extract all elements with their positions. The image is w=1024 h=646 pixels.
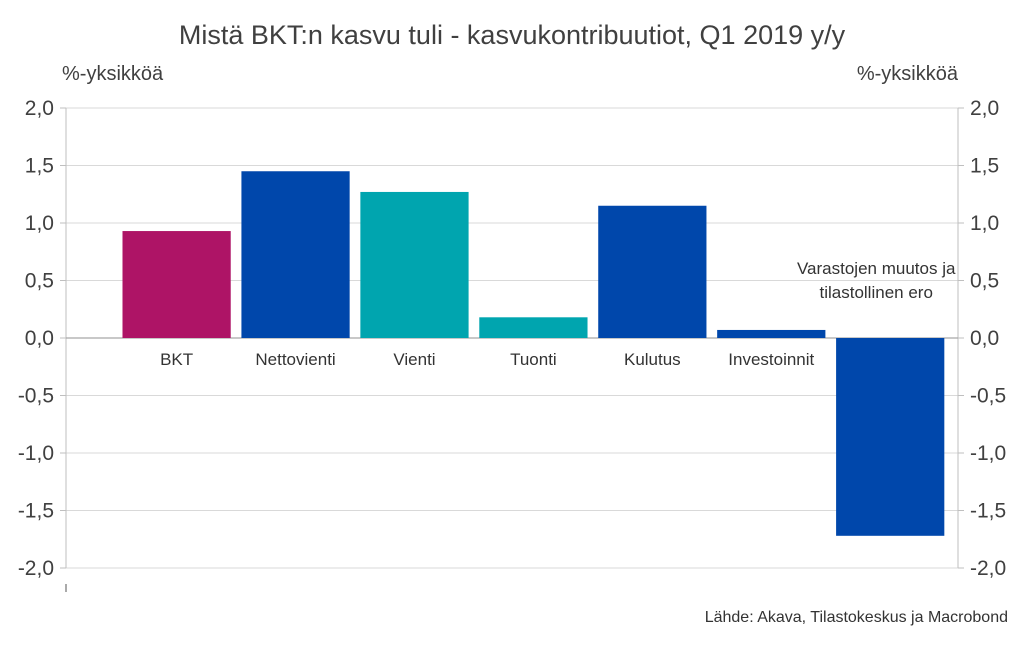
bar-tuonti: [479, 317, 588, 338]
right-tick-label: -2,0: [970, 557, 1006, 580]
category-labels: BKT Nettovienti Vienti Tuonti Kulutus Investo…: [160, 259, 956, 369]
right-tick-label: 1,0: [970, 212, 999, 235]
bar-nettovienti: [241, 171, 350, 338]
left-tick-label: -0,5: [18, 385, 54, 408]
category-label: Tuonti: [510, 350, 557, 369]
right-tick-label: -1,5: [970, 500, 1006, 523]
bar-investoinnit: [717, 329, 826, 338]
chart-title: Mistä BKT:n kasvu tuli - kasvukontribuut…: [179, 20, 846, 50]
right-axis-ticks: 2,0 1,5 1,0 0,5 0,0 -0,5 -1,0 -1,5 -2,0: [970, 97, 1006, 580]
left-tick-label: 0,5: [25, 270, 54, 293]
left-tick-label: -1,5: [18, 500, 54, 523]
bar-bkt: [122, 231, 231, 338]
right-tick-label: 0,0: [970, 327, 999, 350]
category-label: tilastollinen ero: [820, 283, 933, 302]
left-axis-ticks: 2,0 1,5 1,0 0,5 0,0 -0,5 -1,0 -1,5 -2,0: [18, 97, 54, 580]
left-tick-label: -1,0: [18, 442, 54, 465]
right-tick-label: -0,5: [970, 385, 1006, 408]
category-label: Kulutus: [624, 350, 681, 369]
left-tick-label: 1,5: [25, 155, 54, 178]
bar-varastojen: [836, 338, 945, 536]
source-note: Lähde: Akava, Tilastokeskus ja Macrobond: [705, 609, 1008, 626]
bars: [122, 171, 945, 536]
bar-kulutus: [598, 205, 707, 338]
category-label: BKT: [160, 350, 193, 369]
right-axis-unit-label: %-yksikköä: [857, 63, 959, 85]
category-label: Varastojen muutos ja: [797, 259, 956, 278]
category-label: Vienti: [393, 350, 435, 369]
bar-vienti: [360, 191, 469, 338]
left-tick-label: 0,0: [25, 327, 54, 350]
left-tick-label: 2,0: [25, 97, 54, 120]
left-tick-label: -2,0: [18, 557, 54, 580]
category-label: Investoinnit: [728, 350, 814, 369]
right-tick-label: 1,5: [970, 155, 999, 178]
right-tick-label: -1,0: [970, 442, 1006, 465]
category-label: Nettovienti: [255, 350, 335, 369]
right-tick-label: 2,0: [970, 97, 999, 120]
right-tick-label: 0,5: [970, 270, 999, 293]
left-axis-unit-label: %-yksikköä: [62, 63, 164, 85]
left-tick-label: 1,0: [25, 212, 54, 235]
